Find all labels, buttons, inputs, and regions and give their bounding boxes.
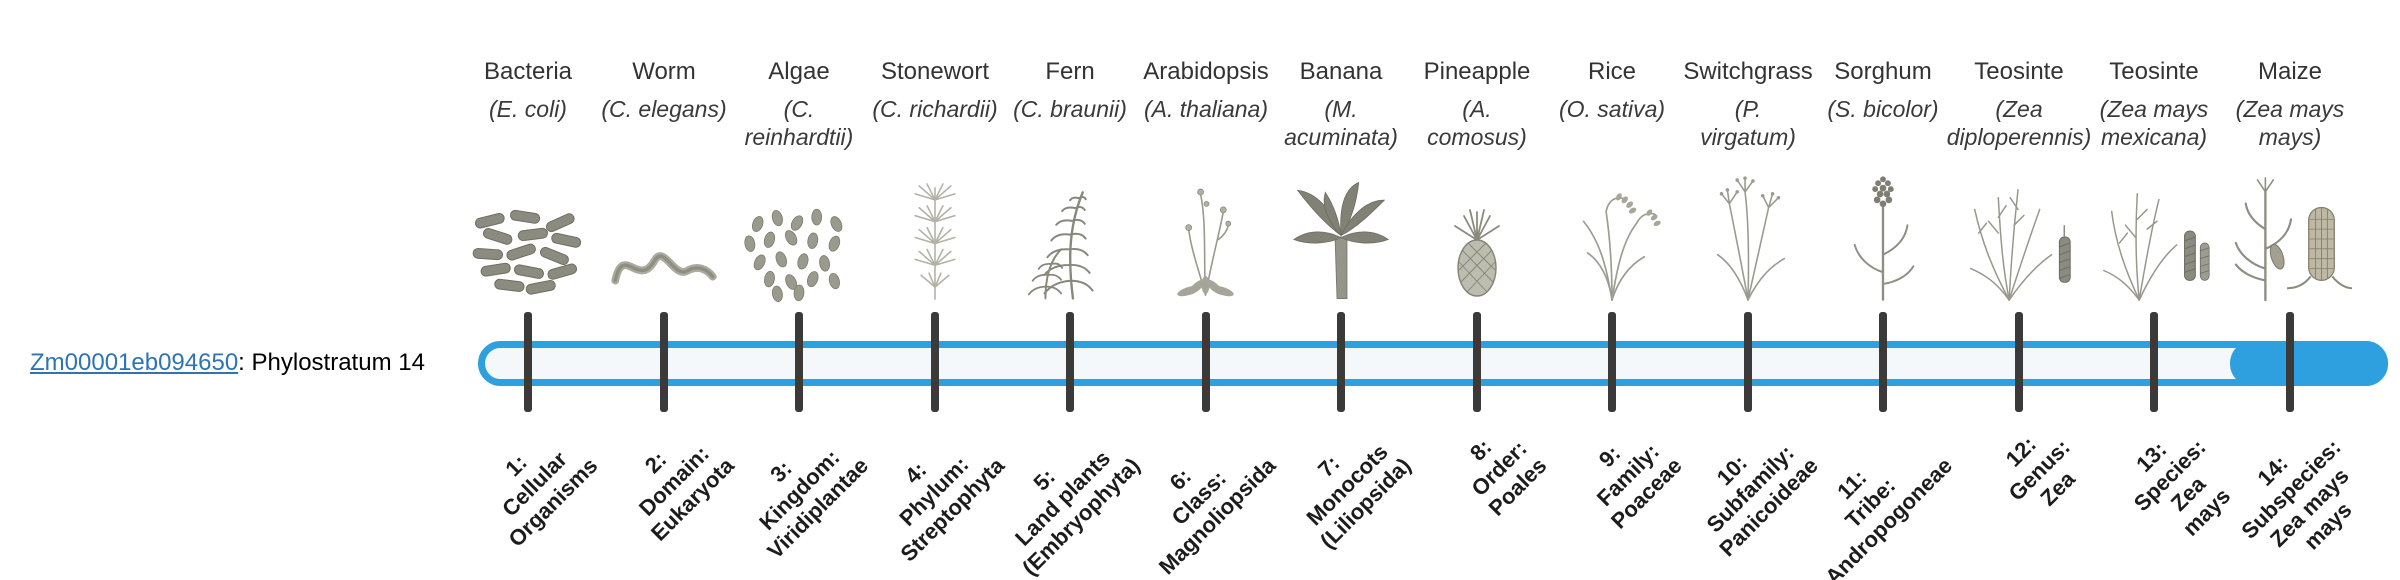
- stratum-label-13: 13: Species: Zea mays: [2128, 434, 2235, 541]
- stratum-label-14: 14: Subspecies: Zea mays mays: [2236, 434, 2357, 555]
- phylostratum-14-highlight: [2230, 341, 2388, 386]
- organism-common-name: Algae: [768, 58, 830, 85]
- phylostratum-tick-1: [524, 312, 532, 412]
- organism-scientific-name: (C. elegans): [601, 95, 727, 122]
- stratum-label-4: 4: Phylum: Streptophyta: [894, 451, 1010, 567]
- organism-common-name: Sorghum: [1834, 58, 1932, 85]
- organism-name-block: Arabidopsis (A. thaliana): [1121, 58, 1291, 123]
- stratum-label-11: 11: Tribe: Andropogoneae: [1820, 452, 1958, 580]
- organism-scientific-name: (M. acuminata): [1284, 95, 1398, 150]
- switchgrass-icon: [1678, 166, 1818, 302]
- phylostratum-tick-3: [795, 312, 803, 412]
- stratum-label-3: 3: Kingdom: Viridiplantae: [754, 444, 874, 564]
- gene-label: Zm00001eb094650: Phylostratum 14: [30, 348, 425, 378]
- organism-common-name: Pineapple: [1423, 58, 1531, 85]
- rice-icon: [1542, 166, 1682, 302]
- organism-common-name: Banana: [1299, 58, 1383, 85]
- stratum-label-9: 9: Family: Poaceae: [1591, 438, 1687, 534]
- organism-name-block: Algae (C. reinhardtii): [714, 58, 884, 151]
- phylostratum-tick-5: [1066, 312, 1074, 412]
- algae-icon: [729, 166, 869, 302]
- organism-scientific-name: (C. richardii): [872, 95, 998, 122]
- sorghum-icon: [1813, 166, 1953, 302]
- stratum-label-2: 2: Domain: Eukaryota: [633, 440, 739, 546]
- organism-scientific-name: (Zea diploperennis): [1946, 95, 2092, 150]
- phylostratum-tick-12: [2015, 312, 2023, 412]
- stratum-label-8: 8: Order: Poales: [1465, 434, 1552, 521]
- bacteria-icon: [458, 166, 598, 302]
- organism-name-block: Maize (Zea mays mays): [2205, 58, 2375, 151]
- organism-common-name: Rice: [1587, 58, 1636, 85]
- arabidopsis-icon: [1136, 166, 1276, 302]
- phylostratum-bar: [478, 341, 2388, 386]
- stratum-label-7: 7: Monocots (Liliopsida): [1301, 439, 1416, 554]
- phylostratum-tick-9: [1608, 312, 1616, 412]
- teosinte-mexicana-icon: [2084, 166, 2224, 302]
- organism-name-block: Bacteria (E. coli): [443, 58, 613, 123]
- organism-common-name: Teosinte: [1974, 58, 2064, 85]
- stratum-label-6: 6: Class: Magnoliopsida: [1153, 452, 1281, 580]
- organism-name-block: Pineapple (A. comosus): [1392, 58, 1562, 151]
- pineapple-icon: [1407, 166, 1547, 302]
- phylostratum-tick-6: [1202, 312, 1210, 412]
- organism-common-name: Stonewort: [880, 58, 990, 85]
- stonewort-icon: [865, 166, 1005, 302]
- organism-common-name: Maize: [2257, 58, 2323, 85]
- organism-scientific-name: (P. virgatum): [1700, 95, 1796, 150]
- organism-common-name: Worm: [632, 58, 696, 85]
- organism-scientific-name: (S. bicolor): [1827, 95, 1939, 122]
- organism-scientific-name: (C. braunii): [1013, 95, 1127, 122]
- worm-icon: [594, 166, 734, 302]
- teosinte-diploperennis-icon: [1949, 166, 2089, 302]
- maize-icon: [2220, 166, 2360, 302]
- organism-scientific-name: (A. thaliana): [1143, 95, 1268, 122]
- gene-id-link[interactable]: Zm00001eb094650: [30, 349, 239, 376]
- organism-scientific-name: (Zea mays mexicana): [2099, 95, 2209, 150]
- phylostratum-tick-14: [2286, 312, 2294, 412]
- organism-scientific-name: (E. coli): [489, 95, 567, 122]
- organism-common-name: Fern: [1045, 58, 1095, 85]
- stratum-label-12: 12: Genus: Zea: [2000, 431, 2080, 511]
- phylostratum-tick-4: [931, 312, 939, 412]
- organism-common-name: Bacteria: [483, 58, 573, 85]
- organism-common-name: Teosinte: [2109, 58, 2199, 85]
- organism-name-block: Teosinte (Zea diploperennis): [1934, 58, 2104, 151]
- organism-scientific-name: (A. comosus): [1427, 95, 1527, 150]
- organism-scientific-name: (O. sativa): [1558, 95, 1666, 122]
- organism-name-block: Teosinte (Zea mays mexicana): [2069, 58, 2239, 151]
- organism-name-block: Rice (O. sativa): [1527, 58, 1697, 123]
- phylostratum-suffix: : Phylostratum 14: [238, 349, 425, 376]
- organism-scientific-name: (C. reinhardtii): [744, 95, 854, 150]
- phylostratum-tick-13: [2150, 312, 2158, 412]
- organism-scientific-name: (Zea mays mays): [2235, 95, 2345, 150]
- organism-common-name: Arabidopsis: [1143, 58, 1269, 85]
- stratum-label-1: 1: Cellular Organisms: [497, 446, 603, 552]
- organism-name-block: Banana (M. acuminata): [1256, 58, 1426, 151]
- organism-name-block: Switchgrass (P. virgatum): [1663, 58, 1833, 151]
- stratum-label-5: 5: Land plants (Embryophyta): [1009, 445, 1145, 580]
- organism-name-block: Stonewort (C. richardii): [850, 58, 1020, 123]
- organism-name-block: Worm (C. elegans): [579, 58, 749, 123]
- organism-common-name: Switchgrass: [1683, 58, 1813, 85]
- fern-icon: [1000, 166, 1140, 302]
- phylostratum-tick-10: [1744, 312, 1752, 412]
- phylostratum-tick-11: [1879, 312, 1887, 412]
- phylostratum-tick-2: [660, 312, 668, 412]
- phylostratum-tick-8: [1473, 312, 1481, 412]
- banana-icon: [1271, 166, 1411, 302]
- phylostratum-tick-7: [1337, 312, 1345, 412]
- organism-name-block: Sorghum (S. bicolor): [1798, 58, 1968, 123]
- organism-name-block: Fern (C. braunii): [985, 58, 1155, 123]
